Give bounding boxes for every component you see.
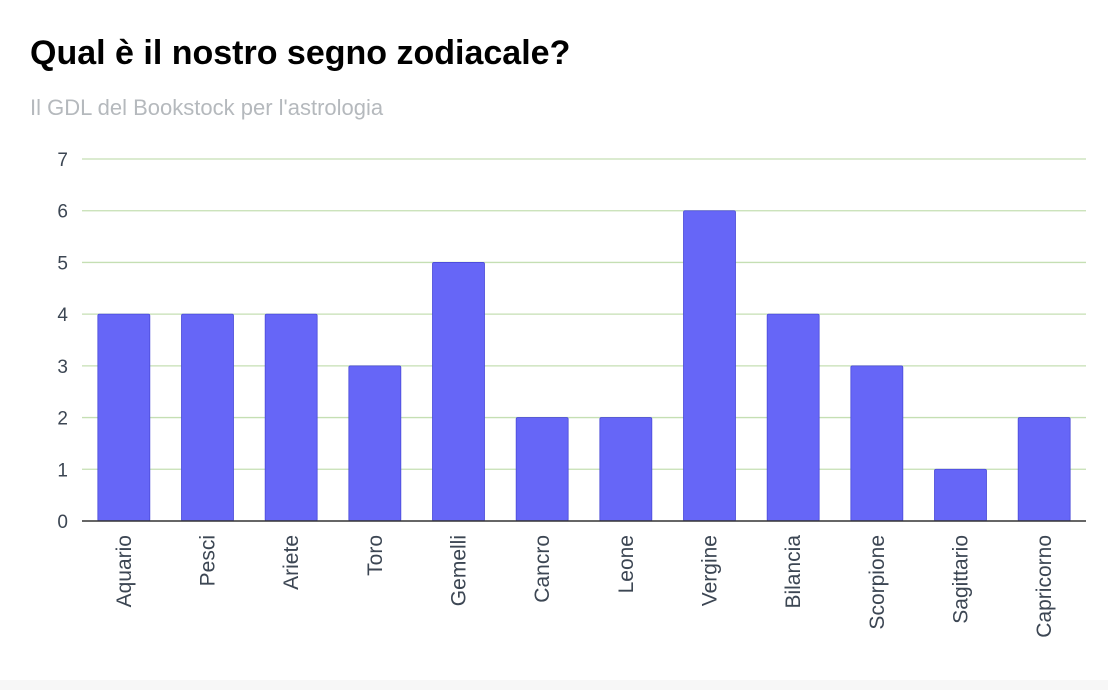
x-tick-label: Sagittario [950, 535, 973, 624]
bar-leone [599, 417, 653, 522]
x-tick-label: Capricorno [1033, 535, 1056, 638]
x-tick-label: Cancro [531, 535, 554, 603]
x-tick-label: Bilancia [782, 535, 805, 609]
chart-title: Qual è il nostro segno zodiacale? [30, 34, 571, 72]
bar-toro [348, 365, 402, 522]
bottom-strip [0, 680, 1108, 690]
x-tick-label: Gemelli [448, 535, 471, 606]
chart-subtitle: Il GDL del Bookstock per l'astrologia [30, 95, 384, 120]
bar-pesci [181, 313, 234, 522]
x-tick-label: Vergine [699, 535, 722, 606]
x-tick-label: Scorpione [866, 535, 889, 630]
y-tick-label: 3 [57, 357, 68, 378]
y-tick-label: 2 [57, 409, 68, 430]
y-tick-label: 0 [57, 512, 68, 533]
x-tick-label: Leone [615, 535, 638, 593]
bar-sagittario [934, 468, 987, 522]
y-tick-label: 5 [57, 253, 68, 274]
bar-bilancia [766, 313, 820, 522]
bar-cancro [515, 417, 569, 522]
x-tick-label: Toro [364, 535, 387, 576]
x-tick-label: Ariete [280, 535, 303, 590]
y-tick-label: 1 [57, 460, 68, 481]
bar-capricorno [1017, 417, 1071, 522]
bar-gemelli [432, 262, 485, 522]
bar-aquario [97, 313, 151, 522]
bar-vergine [683, 210, 736, 522]
bar-scorpione [850, 365, 904, 522]
bar-ariete [264, 313, 318, 522]
y-tick-label: 7 [57, 150, 68, 171]
y-tick-label: 6 [57, 202, 68, 223]
x-tick-label: Aquario [113, 535, 136, 607]
y-tick-label: 4 [57, 305, 68, 326]
x-tick-label: Pesci [197, 535, 220, 586]
